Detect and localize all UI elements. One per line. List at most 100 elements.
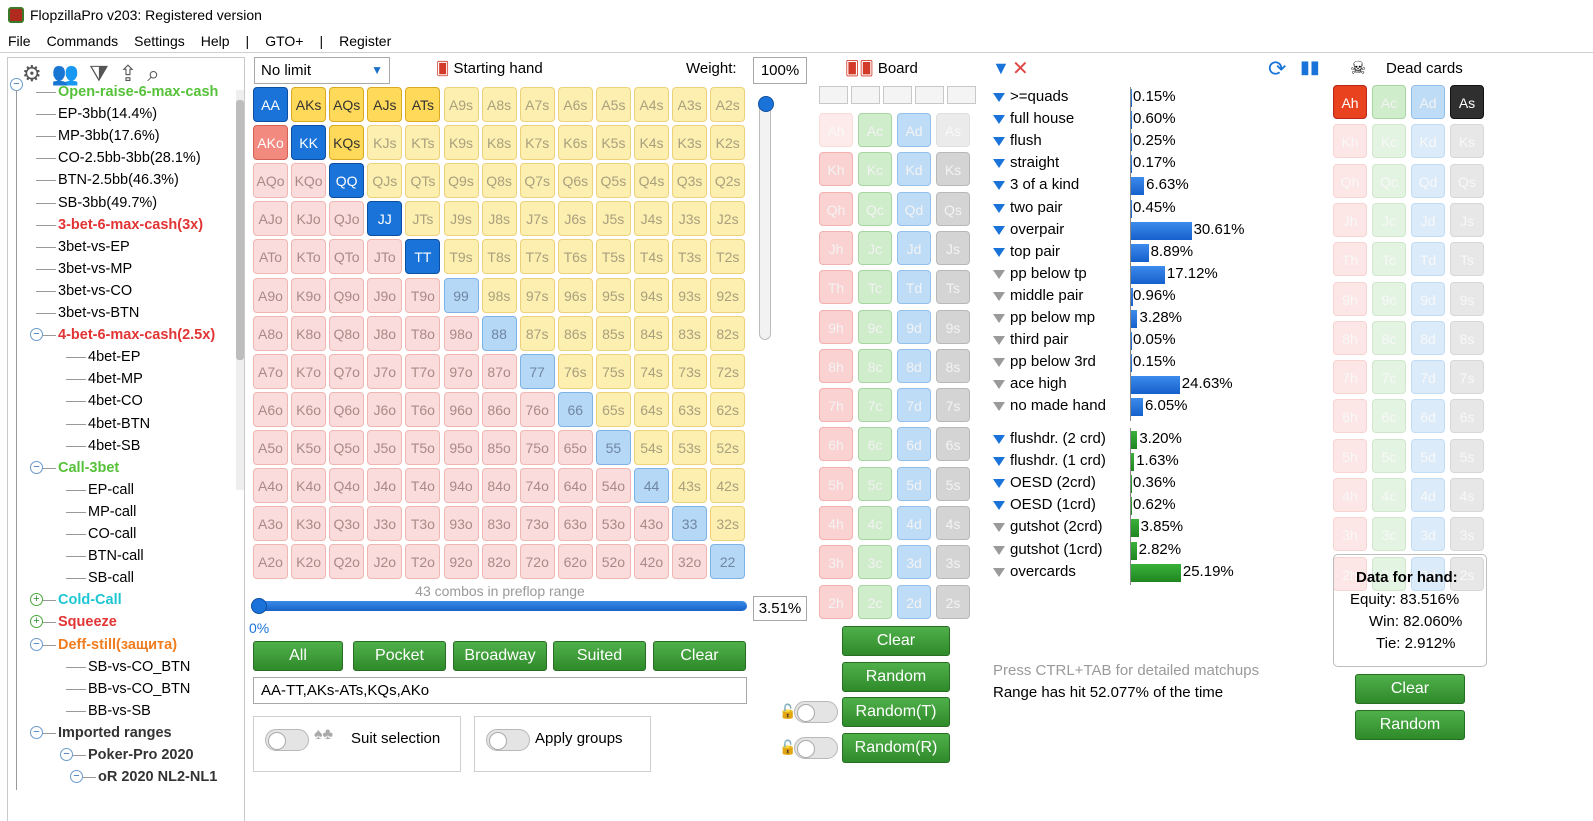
dead-card[interactable]: 6d — [1411, 399, 1445, 434]
board-card[interactable]: 7s — [936, 388, 970, 423]
dead-clear-button[interactable]: Clear — [1355, 674, 1465, 704]
hand-cell[interactable]: 63s — [672, 391, 708, 427]
hand-cell[interactable]: 42o — [634, 544, 669, 580]
hand-cell[interactable]: T9o — [405, 277, 441, 313]
filter-icon[interactable] — [993, 93, 1005, 102]
board-slot[interactable] — [883, 86, 912, 104]
hand-cell[interactable]: AA — [253, 87, 288, 122]
hand-cell[interactable]: KTo — [291, 239, 327, 275]
hand-cell[interactable]: 74o — [519, 468, 555, 503]
hand-cell[interactable]: J7s — [519, 201, 555, 237]
tree-item[interactable]: Call-3bet — [58, 459, 120, 476]
board-slot[interactable] — [819, 86, 848, 104]
gear-icon[interactable]: ⚙ — [22, 61, 42, 86]
hand-cell[interactable]: 62o — [557, 544, 593, 580]
filter-icon[interactable] — [993, 225, 1005, 235]
filter-icon[interactable] — [993, 137, 1005, 147]
board-card[interactable]: 5h — [819, 466, 853, 501]
hand-cell[interactable]: Q3o — [329, 506, 365, 542]
hand-cell[interactable]: Q2s — [710, 163, 746, 199]
board-card[interactable]: 7d — [897, 388, 931, 423]
board-card[interactable]: Ah — [819, 113, 853, 147]
tree-item[interactable]: MP-3bb(17.6%) — [58, 128, 160, 145]
hand-cell[interactable]: J2o — [367, 544, 403, 580]
hand-cell[interactable]: KTs — [405, 125, 441, 161]
random-t-lock-toggle[interactable] — [794, 701, 838, 723]
hand-cell[interactable]: 64s — [634, 391, 669, 427]
dead-card[interactable]: 7d — [1411, 360, 1445, 395]
hand-cell[interactable]: 98s — [481, 277, 517, 313]
hand-cell[interactable]: J5o — [367, 429, 403, 465]
dead-card[interactable]: 2s — [1450, 556, 1484, 591]
range-percent-slider[interactable] — [251, 598, 747, 614]
dead-card[interactable]: 6s — [1450, 399, 1484, 434]
tree-item[interactable]: Poker-Pro 2020 — [88, 747, 194, 763]
dead-card[interactable]: Qd — [1411, 163, 1445, 198]
hand-cell[interactable]: A9s — [443, 87, 479, 122]
hand-cell[interactable]: T5s — [595, 239, 631, 275]
dead-card[interactable]: 3c — [1372, 517, 1406, 552]
hand-cell[interactable]: QJo — [329, 201, 365, 237]
tree-item[interactable]: 3bet-vs-BTN — [58, 305, 140, 321]
hand-cell[interactable]: 97s — [519, 277, 555, 313]
hand-cell[interactable]: Q8o — [329, 315, 365, 351]
hand-cell[interactable]: J3o — [367, 506, 403, 542]
hand-cell[interactable]: Q4o — [329, 468, 365, 503]
expand-icon[interactable]: + — [30, 615, 43, 629]
board-card[interactable]: Td — [897, 270, 931, 305]
tree-item[interactable]: EP-call — [88, 481, 134, 498]
tree-item[interactable]: 3-bet-6-max-cash(3x) — [58, 216, 204, 233]
hand-cell[interactable]: Q6o — [329, 391, 365, 427]
dead-card[interactable]: 4h — [1333, 478, 1367, 512]
hand-cell[interactable]: 76s — [557, 353, 593, 389]
hand-cell[interactable]: A3s — [672, 87, 708, 122]
board-card[interactable]: 5c — [858, 466, 892, 501]
clear-range-button[interactable]: Clear — [653, 641, 746, 671]
dead-card[interactable]: 9d — [1411, 281, 1445, 316]
board-slot[interactable] — [947, 86, 976, 104]
board-card[interactable]: 9d — [897, 309, 931, 344]
filter-icon[interactable] — [993, 115, 1005, 125]
dead-card[interactable]: 8h — [1333, 320, 1367, 355]
dead-card[interactable]: 7c — [1372, 360, 1406, 395]
hand-cell[interactable]: AJs — [367, 87, 403, 122]
dead-card[interactable]: 4c — [1372, 478, 1406, 512]
hand-cell[interactable]: 63o — [557, 506, 593, 542]
dead-card[interactable]: Jc — [1372, 202, 1406, 237]
pocket-button[interactable]: Pocket — [353, 641, 446, 671]
hand-cell[interactable]: 87s — [519, 315, 555, 351]
board-card[interactable]: Qs — [936, 191, 970, 226]
board-card[interactable]: 9h — [819, 309, 853, 344]
menu-settings[interactable]: Settings — [134, 33, 185, 49]
hand-cell[interactable]: 52s — [710, 429, 746, 465]
hand-cell[interactable]: T2s — [710, 239, 746, 275]
hand-cell[interactable]: QTs — [405, 163, 441, 199]
hand-cell[interactable]: 54o — [595, 468, 631, 503]
dead-card[interactable]: As — [1450, 85, 1484, 119]
filter-icon[interactable] — [993, 523, 1005, 533]
tree-item[interactable]: 3bet-vs-CO — [58, 282, 133, 299]
board-slot[interactable] — [915, 86, 944, 104]
hand-cell[interactable]: A4s — [634, 87, 669, 122]
board-card[interactable]: Ks — [936, 152, 970, 187]
collapse-icon[interactable]: − — [30, 725, 43, 739]
board-random-button[interactable]: Random — [842, 662, 950, 692]
hand-cell[interactable]: 83o — [481, 506, 517, 542]
hand-cell[interactable]: Q6s — [557, 163, 593, 199]
dead-card[interactable]: 8s — [1450, 320, 1484, 355]
tree-item[interactable]: 4bet-BTN — [88, 415, 151, 432]
hand-cell[interactable]: 75o — [519, 429, 555, 465]
dead-card[interactable]: 3d — [1411, 517, 1445, 552]
board-card[interactable]: 4s — [936, 506, 970, 540]
search-icon[interactable]: ⌕ — [147, 61, 160, 86]
random-r-lock-toggle[interactable] — [794, 737, 838, 759]
hand-cell[interactable]: K2s — [710, 125, 746, 161]
dead-card[interactable]: 8d — [1411, 320, 1445, 355]
board-card[interactable]: 6s — [936, 427, 970, 462]
hand-cell[interactable]: A5o — [253, 429, 288, 465]
hand-cell[interactable]: 66 — [557, 391, 593, 427]
dead-card[interactable]: 6h — [1333, 399, 1367, 434]
hand-cell[interactable]: T8o — [405, 315, 441, 351]
dead-card[interactable]: 5s — [1450, 438, 1484, 473]
hand-cell[interactable]: T5o — [405, 429, 441, 465]
